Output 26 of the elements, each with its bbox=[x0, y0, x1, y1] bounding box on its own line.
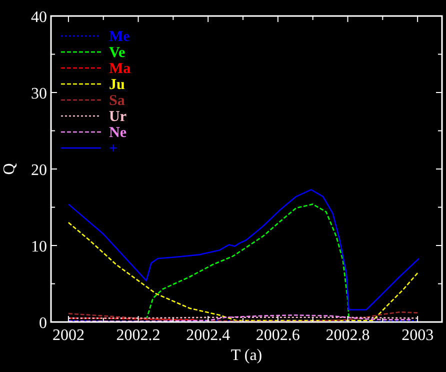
y-tick-label: 30 bbox=[31, 86, 47, 102]
line-series bbox=[68, 222, 418, 322]
y-tick-label: 20 bbox=[31, 162, 47, 179]
x-tick-label: 2002.6 bbox=[256, 327, 300, 344]
line-series bbox=[68, 189, 420, 310]
line-series bbox=[68, 311, 418, 322]
legend-label: Me bbox=[109, 29, 130, 45]
x-tick-label: 2002.4 bbox=[186, 327, 230, 344]
x-axis-title: T (a) bbox=[230, 347, 262, 364]
legend-label: Ve bbox=[109, 45, 126, 61]
y-tick-label: 40 bbox=[31, 9, 47, 26]
legend-label: + bbox=[109, 141, 118, 157]
x-tick-label: 2002 bbox=[52, 327, 84, 344]
legend-label: Ur bbox=[109, 109, 127, 125]
line-series bbox=[68, 314, 412, 322]
x-tick-label: 2003 bbox=[402, 327, 434, 344]
legend-label: Ju bbox=[109, 77, 125, 93]
y-tick-label: 10 bbox=[31, 238, 47, 256]
y-axis-title: Q bbox=[1, 162, 18, 175]
x-tick-label: 2002.8 bbox=[326, 327, 370, 344]
x-tick-label: 2002.2 bbox=[116, 327, 160, 344]
legend-label: Sa bbox=[109, 93, 126, 109]
line-series bbox=[146, 204, 350, 320]
legend-label: Ma bbox=[109, 61, 132, 77]
legend-label: Ne bbox=[109, 125, 127, 141]
y-tick-label: 0 bbox=[39, 315, 47, 332]
